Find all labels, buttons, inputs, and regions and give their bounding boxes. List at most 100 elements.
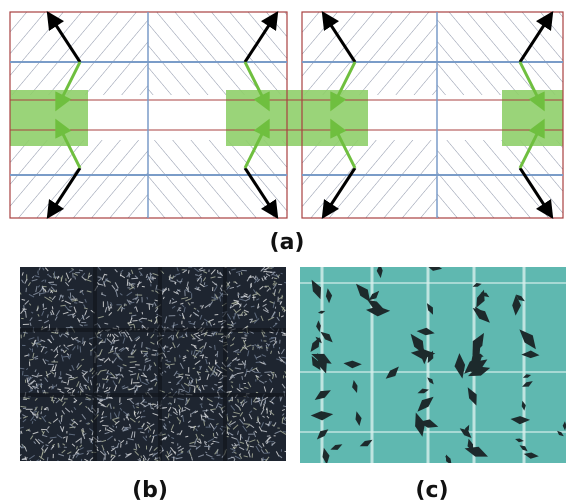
panel-a-diagram [10,12,563,218]
speck [207,335,212,336]
speck [32,421,33,424]
speck [27,378,28,383]
speck [131,278,138,279]
speck [87,451,92,452]
hatch-region [302,140,437,218]
speck [87,424,90,425]
speck [251,306,255,307]
speck [144,410,145,412]
speck [273,344,274,348]
speck [20,293,21,295]
speck [182,407,183,411]
speck [260,347,263,348]
speck [127,279,128,286]
speck [169,415,172,416]
speck [264,372,270,373]
speck [167,351,170,352]
speck [97,436,98,439]
speck [214,437,217,438]
speck [134,431,135,437]
hatch-region [148,140,287,218]
speck [69,306,72,307]
panel-label: (b) [132,478,168,503]
hatch-region [302,12,437,95]
speck [22,444,23,448]
image-background [300,267,566,463]
speck [100,334,101,336]
panel-b-image [17,267,289,466]
speck [191,351,192,355]
speck [79,320,81,321]
speck [185,375,190,376]
speck [38,375,42,376]
speck [244,424,250,425]
panel-label: (a) [270,230,305,255]
speck [259,422,260,424]
speck [128,389,131,390]
speck [83,338,84,342]
speck [78,391,79,393]
speck [283,432,288,433]
green-zone [10,90,88,146]
speck [282,418,283,423]
speck [206,322,207,325]
speck [148,430,149,433]
speck [111,378,117,379]
speck [174,399,175,403]
speck [179,355,180,358]
speck [67,289,74,290]
speck [242,376,243,380]
speck [88,377,89,382]
speck [104,457,105,460]
speck [48,407,49,410]
speck [78,340,79,343]
speck [255,372,260,373]
speck [80,421,82,422]
speck [244,399,245,402]
speck [41,412,42,415]
speck [218,321,222,322]
speck [255,401,259,402]
speck [30,460,33,466]
hatch-region [10,12,148,95]
speck [265,381,267,382]
speck [115,450,116,454]
speck [142,342,143,348]
speck [142,318,147,319]
speck [147,297,148,299]
speck [249,319,253,320]
speck [200,404,203,405]
speck [257,416,258,421]
hatch-region [148,12,287,95]
speck [80,346,81,352]
speck [65,388,70,389]
speck [117,377,118,379]
speck [20,368,24,369]
speck [170,364,174,365]
speck [69,434,75,435]
speck [200,376,201,378]
speck [233,416,236,417]
speck [115,374,122,375]
speck [241,272,242,275]
green-zone [502,90,563,146]
speck [69,370,71,371]
speck [45,280,46,283]
page: (a) (b) (c) (() => { const data = JSON.p… [0,0,572,504]
speck [215,345,216,350]
speck [286,420,290,422]
speck [171,443,174,444]
speck [188,270,189,273]
speck [54,398,56,399]
speck [47,457,48,461]
speck [217,351,218,357]
panel-c-image [300,264,567,466]
speck [115,439,116,441]
speck [109,306,110,311]
speck [147,333,148,336]
speck [256,362,261,363]
speck [231,382,233,383]
speck [266,408,267,411]
speck [52,306,53,309]
speck [204,282,205,285]
